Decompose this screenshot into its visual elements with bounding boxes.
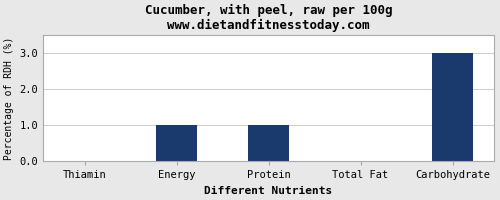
Bar bbox=[248, 125, 289, 161]
Y-axis label: Percentage of RDH (%): Percentage of RDH (%) bbox=[4, 36, 14, 160]
Bar bbox=[432, 53, 474, 161]
X-axis label: Different Nutrients: Different Nutrients bbox=[204, 186, 332, 196]
Bar bbox=[156, 125, 197, 161]
Title: Cucumber, with peel, raw per 100g
www.dietandfitnesstoday.com: Cucumber, with peel, raw per 100g www.di… bbox=[145, 4, 392, 32]
